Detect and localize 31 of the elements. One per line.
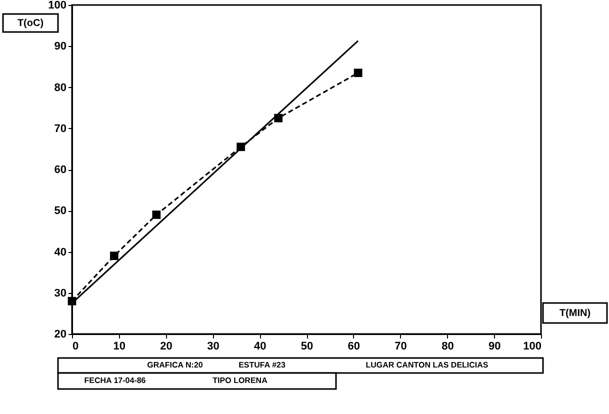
x-tick-label: 90 xyxy=(488,340,501,352)
x-tick-label: 20 xyxy=(160,340,172,352)
y-tick-label: 80 xyxy=(54,82,66,94)
x-tick-label: 80 xyxy=(442,340,454,352)
y-tick-label: 70 xyxy=(54,122,66,135)
x-tick-label: 40 xyxy=(254,340,266,352)
x-tick-label: 70 xyxy=(394,340,407,352)
y-tick-label: 90 xyxy=(54,40,66,53)
text: ESTUFA #23 xyxy=(238,360,286,370)
text: LUGAR CANTON LAS DELICIAS xyxy=(366,360,489,370)
y-tick-label: 50 xyxy=(54,205,66,218)
point xyxy=(274,114,283,122)
text: GRAFICA N:20 xyxy=(147,360,204,370)
text: TIPO LORENA xyxy=(212,376,268,385)
x-tick-label: 50 xyxy=(300,340,314,352)
point xyxy=(110,252,118,260)
y-tick-label: 100 xyxy=(48,0,66,12)
y-axis-title: T(oC) xyxy=(17,18,44,29)
text: FECHA 17-04-86 xyxy=(84,376,146,385)
x-tick-label: 10 xyxy=(113,340,126,352)
y-tick-label: 40 xyxy=(54,246,66,258)
x-tick-label: 60 xyxy=(348,340,360,352)
y-tick-label: 20 xyxy=(54,328,66,340)
y-tick-label: 30 xyxy=(54,287,66,300)
x-tick-label: 0 xyxy=(72,340,79,352)
x-tick-label: 30 xyxy=(207,340,220,352)
y-tick-label: 60 xyxy=(54,164,66,176)
point xyxy=(152,210,161,219)
x-axis-title: T(MIN) xyxy=(559,308,591,319)
x-tick-label: 100 xyxy=(523,340,542,352)
point xyxy=(354,68,362,78)
